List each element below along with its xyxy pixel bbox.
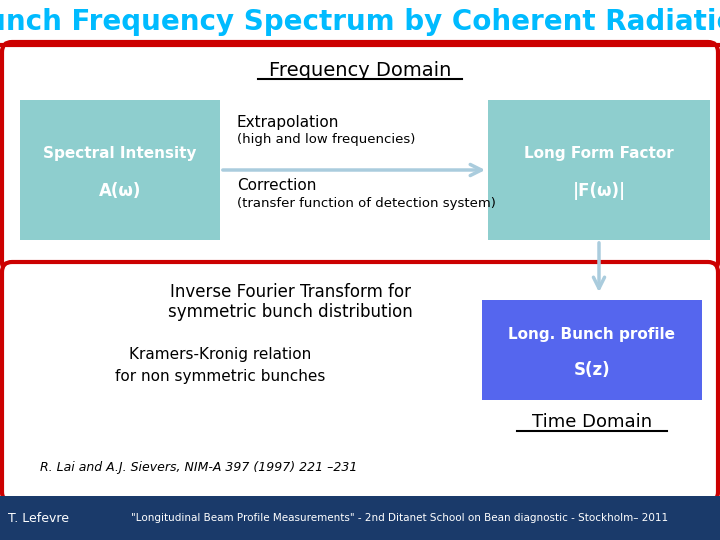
Text: for non symmetric bunches: for non symmetric bunches [114,369,325,384]
Text: "Longitudinal Beam Profile Measurements" - 2nd Ditanet School on Bean diagnostic: "Longitudinal Beam Profile Measurements"… [132,513,669,523]
Text: (high and low frequencies): (high and low frequencies) [237,133,415,146]
Text: Long Form Factor: Long Form Factor [524,146,674,161]
Text: Frequency Domain: Frequency Domain [269,60,451,79]
Text: Kramers-Kronig relation: Kramers-Kronig relation [129,348,311,362]
Text: Long. Bunch profile: Long. Bunch profile [508,327,675,342]
Text: Time Domain: Time Domain [532,413,652,431]
Text: S(z): S(z) [574,361,611,379]
Text: Inverse Fourier Transform for: Inverse Fourier Transform for [169,283,410,301]
FancyBboxPatch shape [20,100,220,240]
Text: Correction: Correction [237,178,316,192]
Text: Spectral Intensity: Spectral Intensity [43,146,197,161]
Text: (transfer function of detection system): (transfer function of detection system) [237,198,496,211]
Text: Extrapolation: Extrapolation [237,114,339,130]
FancyBboxPatch shape [2,42,718,272]
Text: Bunch Frequency Spectrum by Coherent Radiation: Bunch Frequency Spectrum by Coherent Rad… [0,8,720,36]
Text: A(ω): A(ω) [99,182,141,200]
Text: symmetric bunch distribution: symmetric bunch distribution [168,303,413,321]
FancyBboxPatch shape [488,100,710,240]
FancyBboxPatch shape [2,262,718,502]
Text: R. Lai and A.J. Sievers, NIM-A 397 (1997) 221 –231: R. Lai and A.J. Sievers, NIM-A 397 (1997… [40,462,357,475]
Text: T. Lefevre: T. Lefevre [8,511,69,524]
Text: |F(ω)|: |F(ω)| [572,182,626,200]
FancyBboxPatch shape [482,300,702,400]
Bar [0,496,720,540]
